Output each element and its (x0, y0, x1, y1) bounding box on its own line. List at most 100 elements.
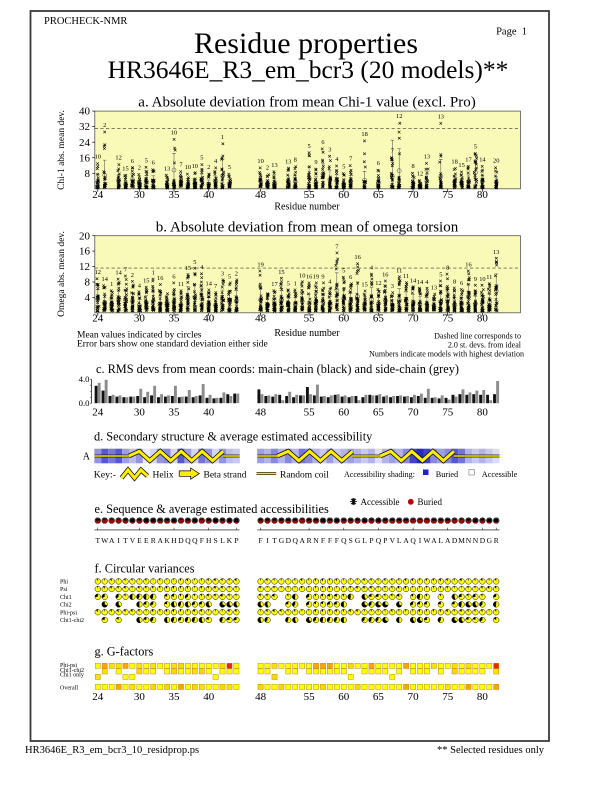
svg-text:4: 4 (138, 282, 142, 289)
svg-text:16: 16 (79, 246, 91, 258)
svg-text:3: 3 (221, 270, 224, 277)
svg-text:75: 75 (442, 691, 454, 703)
svg-text:13: 13 (164, 165, 170, 172)
svg-text:13: 13 (285, 158, 291, 165)
svg-text:6: 6 (321, 139, 324, 146)
svg-text:7: 7 (391, 148, 395, 155)
svg-text:11: 11 (486, 274, 492, 281)
svg-text:2: 2 (235, 270, 238, 277)
svg-text:9: 9 (321, 273, 324, 280)
svg-text:60: 60 (338, 313, 350, 325)
svg-text:8: 8 (85, 277, 91, 289)
svg-text:14: 14 (479, 156, 486, 163)
svg-text:f. Circular variances: f. Circular variances (95, 562, 195, 576)
svg-text:12: 12 (115, 155, 121, 162)
svg-text:5: 5 (145, 157, 148, 164)
svg-text:11: 11 (178, 281, 184, 288)
svg-text:6: 6 (349, 274, 352, 281)
svg-text:6: 6 (172, 273, 175, 280)
svg-text:48: 48 (255, 313, 267, 325)
svg-text:11: 11 (396, 267, 402, 274)
svg-text:70: 70 (408, 189, 420, 201)
svg-text:Chi1: Chi1 (60, 595, 72, 601)
svg-text:30: 30 (134, 691, 146, 703)
svg-text:16: 16 (157, 275, 163, 282)
svg-text:Page 1: Page 1 (496, 27, 527, 38)
svg-text:TWAITVEERAKHDQQFHSLKP: TWAITVEERAKHDQQFHSLKP (96, 536, 239, 545)
svg-text:12: 12 (417, 171, 423, 178)
svg-text:Phi-psi: Phi-psi (60, 610, 77, 616)
svg-text:10: 10 (257, 158, 263, 165)
svg-text:10: 10 (95, 154, 101, 161)
svg-text:Phi-psi: Phi-psi (60, 663, 77, 669)
svg-text:10: 10 (479, 276, 485, 283)
svg-text:40: 40 (203, 691, 215, 703)
svg-text:Phi: Phi (60, 580, 68, 586)
svg-text:12: 12 (95, 269, 101, 276)
svg-text:24: 24 (79, 137, 91, 149)
svg-text:60: 60 (338, 189, 350, 201)
svg-text:16: 16 (382, 272, 388, 279)
svg-text:8: 8 (85, 168, 91, 180)
svg-text:24: 24 (92, 407, 104, 419)
svg-text:Chi2: Chi2 (60, 603, 72, 609)
svg-text:7: 7 (349, 156, 353, 163)
svg-text:48: 48 (255, 407, 267, 419)
svg-text:75: 75 (442, 313, 454, 325)
svg-text:65: 65 (373, 691, 385, 703)
svg-text:10: 10 (171, 129, 177, 136)
svg-text:60: 60 (338, 691, 350, 703)
svg-text:35: 35 (169, 407, 181, 419)
svg-text:15: 15 (278, 269, 284, 276)
svg-text:2: 2 (131, 272, 134, 279)
svg-text:30: 30 (134, 313, 146, 325)
svg-text:Accessibility shading:: Accessibility shading: (344, 470, 415, 479)
svg-text:18: 18 (361, 131, 367, 138)
svg-text:4: 4 (328, 279, 332, 286)
svg-text:15: 15 (361, 282, 367, 289)
svg-text:14: 14 (206, 280, 213, 287)
svg-text:Chi1-chi2: Chi1-chi2 (60, 668, 84, 674)
svg-text:4: 4 (425, 279, 429, 286)
svg-text:13: 13 (438, 113, 444, 120)
svg-text:15: 15 (458, 162, 464, 169)
svg-text:35: 35 (169, 189, 181, 201)
svg-text:** Selected residues only: ** Selected residues only (437, 745, 545, 756)
svg-text:5: 5 (307, 143, 310, 150)
svg-text:75: 75 (442, 407, 454, 419)
svg-text:HR3646E_R3_em_bcr3_10_residpro: HR3646E_R3_em_bcr3_10_residprop.ps (25, 745, 199, 756)
svg-text:2: 2 (266, 165, 269, 172)
svg-text:80: 80 (477, 189, 489, 201)
svg-text:5: 5 (342, 164, 345, 171)
svg-text:7: 7 (335, 243, 339, 250)
svg-text:3: 3 (328, 146, 331, 153)
svg-text:g. G-factors: g. G-factors (95, 645, 154, 659)
svg-text:Residue number: Residue number (274, 328, 340, 339)
svg-text:13: 13 (431, 285, 437, 292)
svg-text:40: 40 (79, 106, 91, 118)
svg-text:10: 10 (192, 163, 198, 170)
svg-text:80: 80 (477, 313, 489, 325)
svg-text:10: 10 (185, 164, 191, 171)
svg-text:5: 5 (228, 164, 231, 171)
svg-text:5: 5 (342, 268, 345, 275)
svg-text:60: 60 (338, 407, 350, 419)
svg-text:12: 12 (79, 261, 90, 273)
svg-text:1: 1 (221, 134, 224, 141)
svg-text:6: 6 (460, 280, 463, 287)
svg-text:A: A (83, 452, 91, 463)
svg-text:20: 20 (79, 230, 91, 242)
svg-text:FITGDQARNFFFQSGLPQPVLAQIWALADM: FITGDQARNFFFQSGLPQPVLAQIWALADMNNDGR (259, 536, 499, 545)
svg-text:4: 4 (335, 156, 339, 163)
svg-text:13: 13 (424, 153, 430, 160)
svg-text:Residue properties: Residue properties (194, 27, 418, 60)
svg-text:40: 40 (203, 189, 215, 201)
svg-text:13: 13 (493, 249, 499, 256)
svg-text:80: 80 (477, 691, 489, 703)
svg-text:2: 2 (207, 164, 210, 171)
svg-text:Chi1 only: Chi1 only (60, 673, 84, 679)
svg-text:19: 19 (313, 273, 319, 280)
svg-text:6: 6 (131, 158, 134, 165)
svg-text:40: 40 (203, 407, 215, 419)
svg-text:14: 14 (102, 276, 109, 283)
